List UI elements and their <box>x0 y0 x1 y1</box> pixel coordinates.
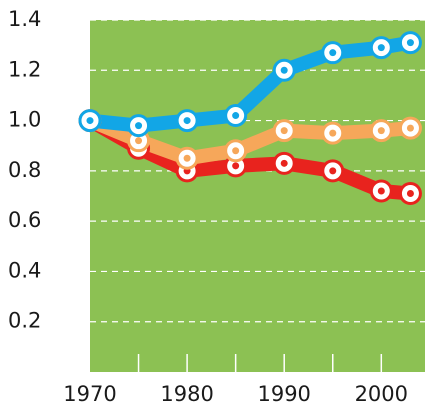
marker-part <box>280 159 288 167</box>
marker-part <box>329 167 337 175</box>
marker <box>321 41 345 65</box>
marker <box>78 109 102 133</box>
y-tick-label: 1.2 <box>8 57 41 81</box>
y-tick-label: 0.8 <box>8 158 41 182</box>
marker-part <box>183 117 191 125</box>
marker <box>224 104 248 128</box>
marker-part <box>406 189 414 197</box>
marker <box>398 181 422 205</box>
marker-part <box>329 49 337 57</box>
marker <box>175 146 199 170</box>
marker-part <box>377 127 385 135</box>
marker <box>272 151 296 175</box>
marker-part <box>280 127 288 135</box>
y-tick-label: 1.4 <box>8 7 41 31</box>
marker-part <box>86 117 94 125</box>
marker-part <box>183 154 191 162</box>
marker-part <box>377 187 385 195</box>
marker-part <box>280 66 288 74</box>
marker <box>272 119 296 143</box>
x-tick-label: 1980 <box>160 382 213 406</box>
marker <box>127 114 151 138</box>
x-tick-label: 1990 <box>257 382 310 406</box>
marker-part <box>232 147 240 155</box>
y-tick-label: 0.4 <box>8 258 41 282</box>
marker <box>321 159 345 183</box>
x-tick-label: 1970 <box>63 382 116 406</box>
y-tick-label: 0.2 <box>8 309 41 333</box>
marker-part <box>135 137 143 145</box>
marker-part <box>232 112 240 120</box>
marker <box>398 116 422 140</box>
marker-part <box>406 39 414 47</box>
marker-part <box>232 162 240 170</box>
marker <box>272 58 296 82</box>
marker <box>398 31 422 55</box>
marker <box>369 119 393 143</box>
marker-part <box>406 124 414 132</box>
marker <box>175 109 199 133</box>
marker-part <box>377 44 385 52</box>
y-tick-label: 0.6 <box>8 208 41 232</box>
marker-part <box>329 129 337 137</box>
x-tick-label: 2000 <box>355 382 408 406</box>
marker <box>369 36 393 60</box>
plot-background <box>90 20 425 372</box>
marker-part <box>135 122 143 130</box>
y-tick-label: 1.0 <box>8 108 41 132</box>
marker <box>321 121 345 145</box>
marker <box>224 139 248 163</box>
marker <box>369 179 393 203</box>
